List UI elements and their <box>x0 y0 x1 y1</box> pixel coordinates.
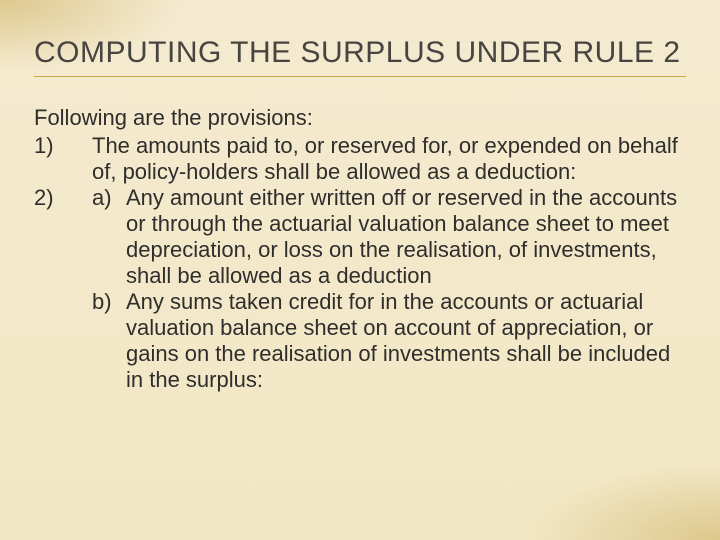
subitem-marker: b) <box>92 289 126 315</box>
lead-text: Following are the provisions: <box>34 105 686 131</box>
list-item: 2) a) Any amount either written off or r… <box>34 185 686 289</box>
subitem-text: Any sums taken credit for in the account… <box>126 289 686 393</box>
list-item: b) Any sums taken credit for in the acco… <box>34 289 686 393</box>
subitem-marker: a) <box>92 185 126 211</box>
subitem-text: Any amount either written off or reserve… <box>126 185 686 289</box>
item-number: 2) <box>34 185 92 211</box>
provisions-list: 1) The amounts paid to, or reserved for,… <box>34 133 686 393</box>
list-item: 1) The amounts paid to, or reserved for,… <box>34 133 686 185</box>
item-text: The amounts paid to, or reserved for, or… <box>92 133 686 185</box>
slide-body: Following are the provisions: 1) The amo… <box>34 105 686 392</box>
slide-title: COMPUTING THE SURPLUS UNDER RULE 2 <box>34 36 686 77</box>
item-number: 1) <box>34 133 92 159</box>
